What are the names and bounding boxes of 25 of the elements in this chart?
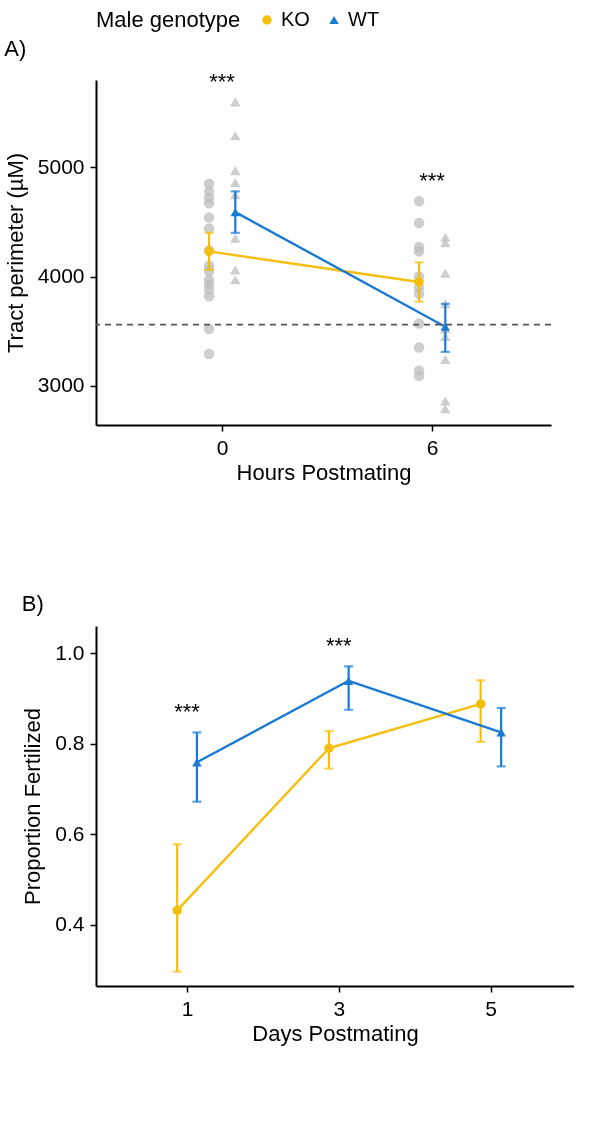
- x-tick-label: 3: [333, 996, 346, 1020]
- x-tick-label: 6: [426, 435, 439, 459]
- annotation: ***: [209, 68, 236, 94]
- y-axis-title: Proportion Fertilized: [20, 708, 46, 905]
- x-axis-title: Days Postmating: [252, 1020, 419, 1046]
- chart-title: B): [21, 591, 44, 616]
- x-tick-label: 0: [216, 435, 229, 459]
- annotation: ***: [325, 633, 353, 659]
- chart-title: A): [4, 35, 27, 61]
- y-tick-label: 0.8: [55, 731, 85, 755]
- y-tick-label: 0.4: [55, 912, 85, 936]
- y-tick-label: 0.6: [55, 821, 85, 845]
- y-tick-label: 3000: [37, 373, 85, 397]
- y-tick-label: 1.0: [55, 640, 85, 664]
- x-tick-label: 5: [485, 996, 497, 1020]
- x-tick-label: 1: [181, 996, 194, 1020]
- y-axis-title: Tract perimeter (µM): [2, 152, 28, 354]
- y-tick-label: 4000: [37, 264, 85, 288]
- x-axis-title: Hours Postmating: [236, 459, 412, 485]
- legend-label: WT: [348, 8, 380, 30]
- y-tick-label: 5000: [37, 154, 85, 178]
- annotation: ***: [419, 168, 446, 194]
- annotation: ***: [174, 699, 201, 725]
- legend-title: Male genotype: [96, 7, 241, 32]
- legend-label: KO: [281, 8, 310, 30]
